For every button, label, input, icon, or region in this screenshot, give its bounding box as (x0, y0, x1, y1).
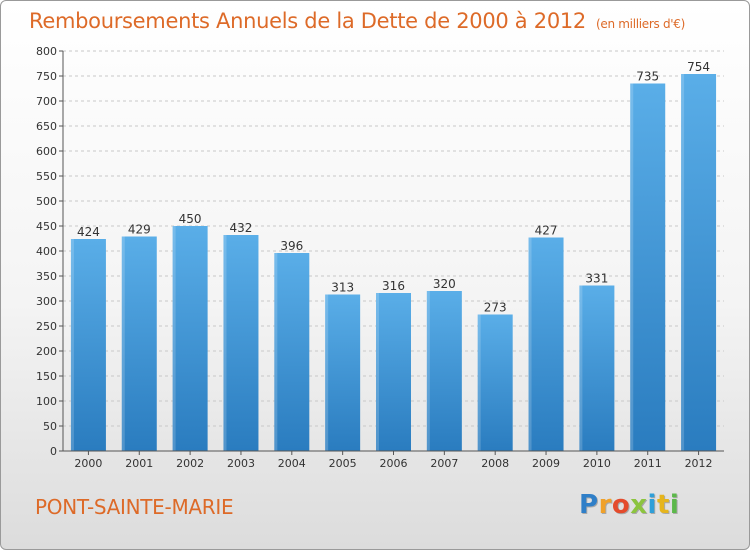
bar (172, 226, 208, 451)
town-name: PONT-SAINTE-MARIE (35, 495, 234, 519)
y-tick-label: 800 (36, 45, 57, 58)
x-tick-label: 2007 (430, 457, 458, 470)
x-tick-label: 2012 (685, 457, 713, 470)
y-tick-label: 300 (36, 295, 57, 308)
bar (325, 294, 361, 451)
bar-highlight (172, 226, 176, 451)
y-tick-label: 100 (36, 395, 57, 408)
bar (630, 83, 666, 451)
bar (426, 291, 462, 451)
bar (223, 235, 259, 451)
x-tick-label: 2008 (481, 457, 509, 470)
x-tick-label: 2001 (125, 457, 153, 470)
data-label: 424 (77, 225, 100, 239)
y-tick-label: 350 (36, 270, 57, 283)
bar (274, 253, 310, 451)
y-tick-label: 50 (43, 420, 57, 433)
logo-letter: x (630, 490, 648, 520)
data-label: 432 (230, 221, 253, 235)
bar (579, 285, 615, 451)
bar-highlight (681, 74, 685, 451)
y-tick-label: 250 (36, 320, 57, 333)
data-label: 450 (179, 212, 202, 226)
x-tick-label: 2010 (583, 457, 611, 470)
bar (121, 236, 157, 451)
bar-highlight (426, 291, 430, 451)
logo-letter: i (669, 490, 680, 520)
data-label: 427 (535, 224, 558, 238)
x-axis: 2000 2001 2002 2003 2004 2005 2006 2007 2008 2009… (63, 450, 724, 470)
y-tick-label: 700 (36, 95, 57, 108)
bar (528, 237, 564, 451)
bar-highlight (274, 253, 278, 451)
bar (376, 293, 411, 451)
bar-highlight (223, 235, 227, 451)
data-label: 331 (585, 272, 608, 286)
y-tick-label: 600 (36, 145, 57, 158)
x-tick-label: 2000 (74, 457, 102, 470)
x-tick-label: 2002 (176, 457, 204, 470)
chart-title-text: Remboursements Annuels de la Dette de 20… (29, 9, 586, 33)
x-tick-label: 2009 (532, 457, 560, 470)
y-tick-label: 650 (36, 120, 57, 133)
proxiti-logo[interactable]: Proxiti (579, 490, 679, 520)
y-tick-label: 200 (36, 345, 57, 358)
bar-highlight (579, 285, 583, 451)
bar (681, 74, 717, 451)
data-label: 754 (687, 60, 710, 74)
logo-letter: t (656, 490, 670, 520)
bar-highlight (70, 239, 74, 451)
data-label: 735 (636, 70, 659, 84)
x-tick-label: 2005 (329, 457, 357, 470)
bar-highlight (325, 294, 329, 451)
y-tick-label: 400 (36, 245, 57, 258)
data-label: 429 (128, 223, 151, 237)
bar-highlight (121, 236, 125, 451)
data-label: 313 (331, 281, 354, 295)
y-tick-label: 550 (36, 170, 57, 183)
bar-highlight (477, 314, 481, 451)
data-label: 316 (382, 279, 405, 293)
y-tick-label: 0 (50, 445, 57, 458)
y-axis: 0 50 100 150 200 250 300 350 400 450 500 550 600 650 7… (36, 45, 64, 458)
bar-highlight (528, 237, 532, 451)
y-tick-label: 450 (36, 220, 57, 233)
x-tick-label: 2011 (634, 457, 662, 470)
logo-letter: i (647, 490, 657, 520)
bar-highlight (376, 293, 379, 451)
x-tick-label: 2003 (227, 457, 255, 470)
bar (477, 314, 513, 451)
logo-letter: r (598, 490, 612, 520)
data-label: 273 (484, 301, 507, 315)
x-tick-label: 2006 (380, 457, 408, 470)
chart-subtitle: (en milliers d'€) (596, 17, 686, 31)
bars: 424 429 450 432 396 313 316 320 273 427 331 735 754 (70, 60, 717, 451)
data-label: 320 (433, 277, 456, 291)
logo-letter: o (611, 490, 631, 520)
bar-highlight (630, 83, 634, 451)
y-tick-label: 150 (36, 370, 57, 383)
bar (70, 239, 106, 451)
y-tick-label: 750 (36, 70, 57, 83)
x-tick-label: 2004 (278, 457, 306, 470)
data-label: 396 (280, 239, 303, 253)
y-tick-label: 500 (36, 195, 57, 208)
chart-title: Remboursements Annuels de la Dette de 20… (29, 9, 685, 33)
logo-letter: P (579, 490, 599, 520)
